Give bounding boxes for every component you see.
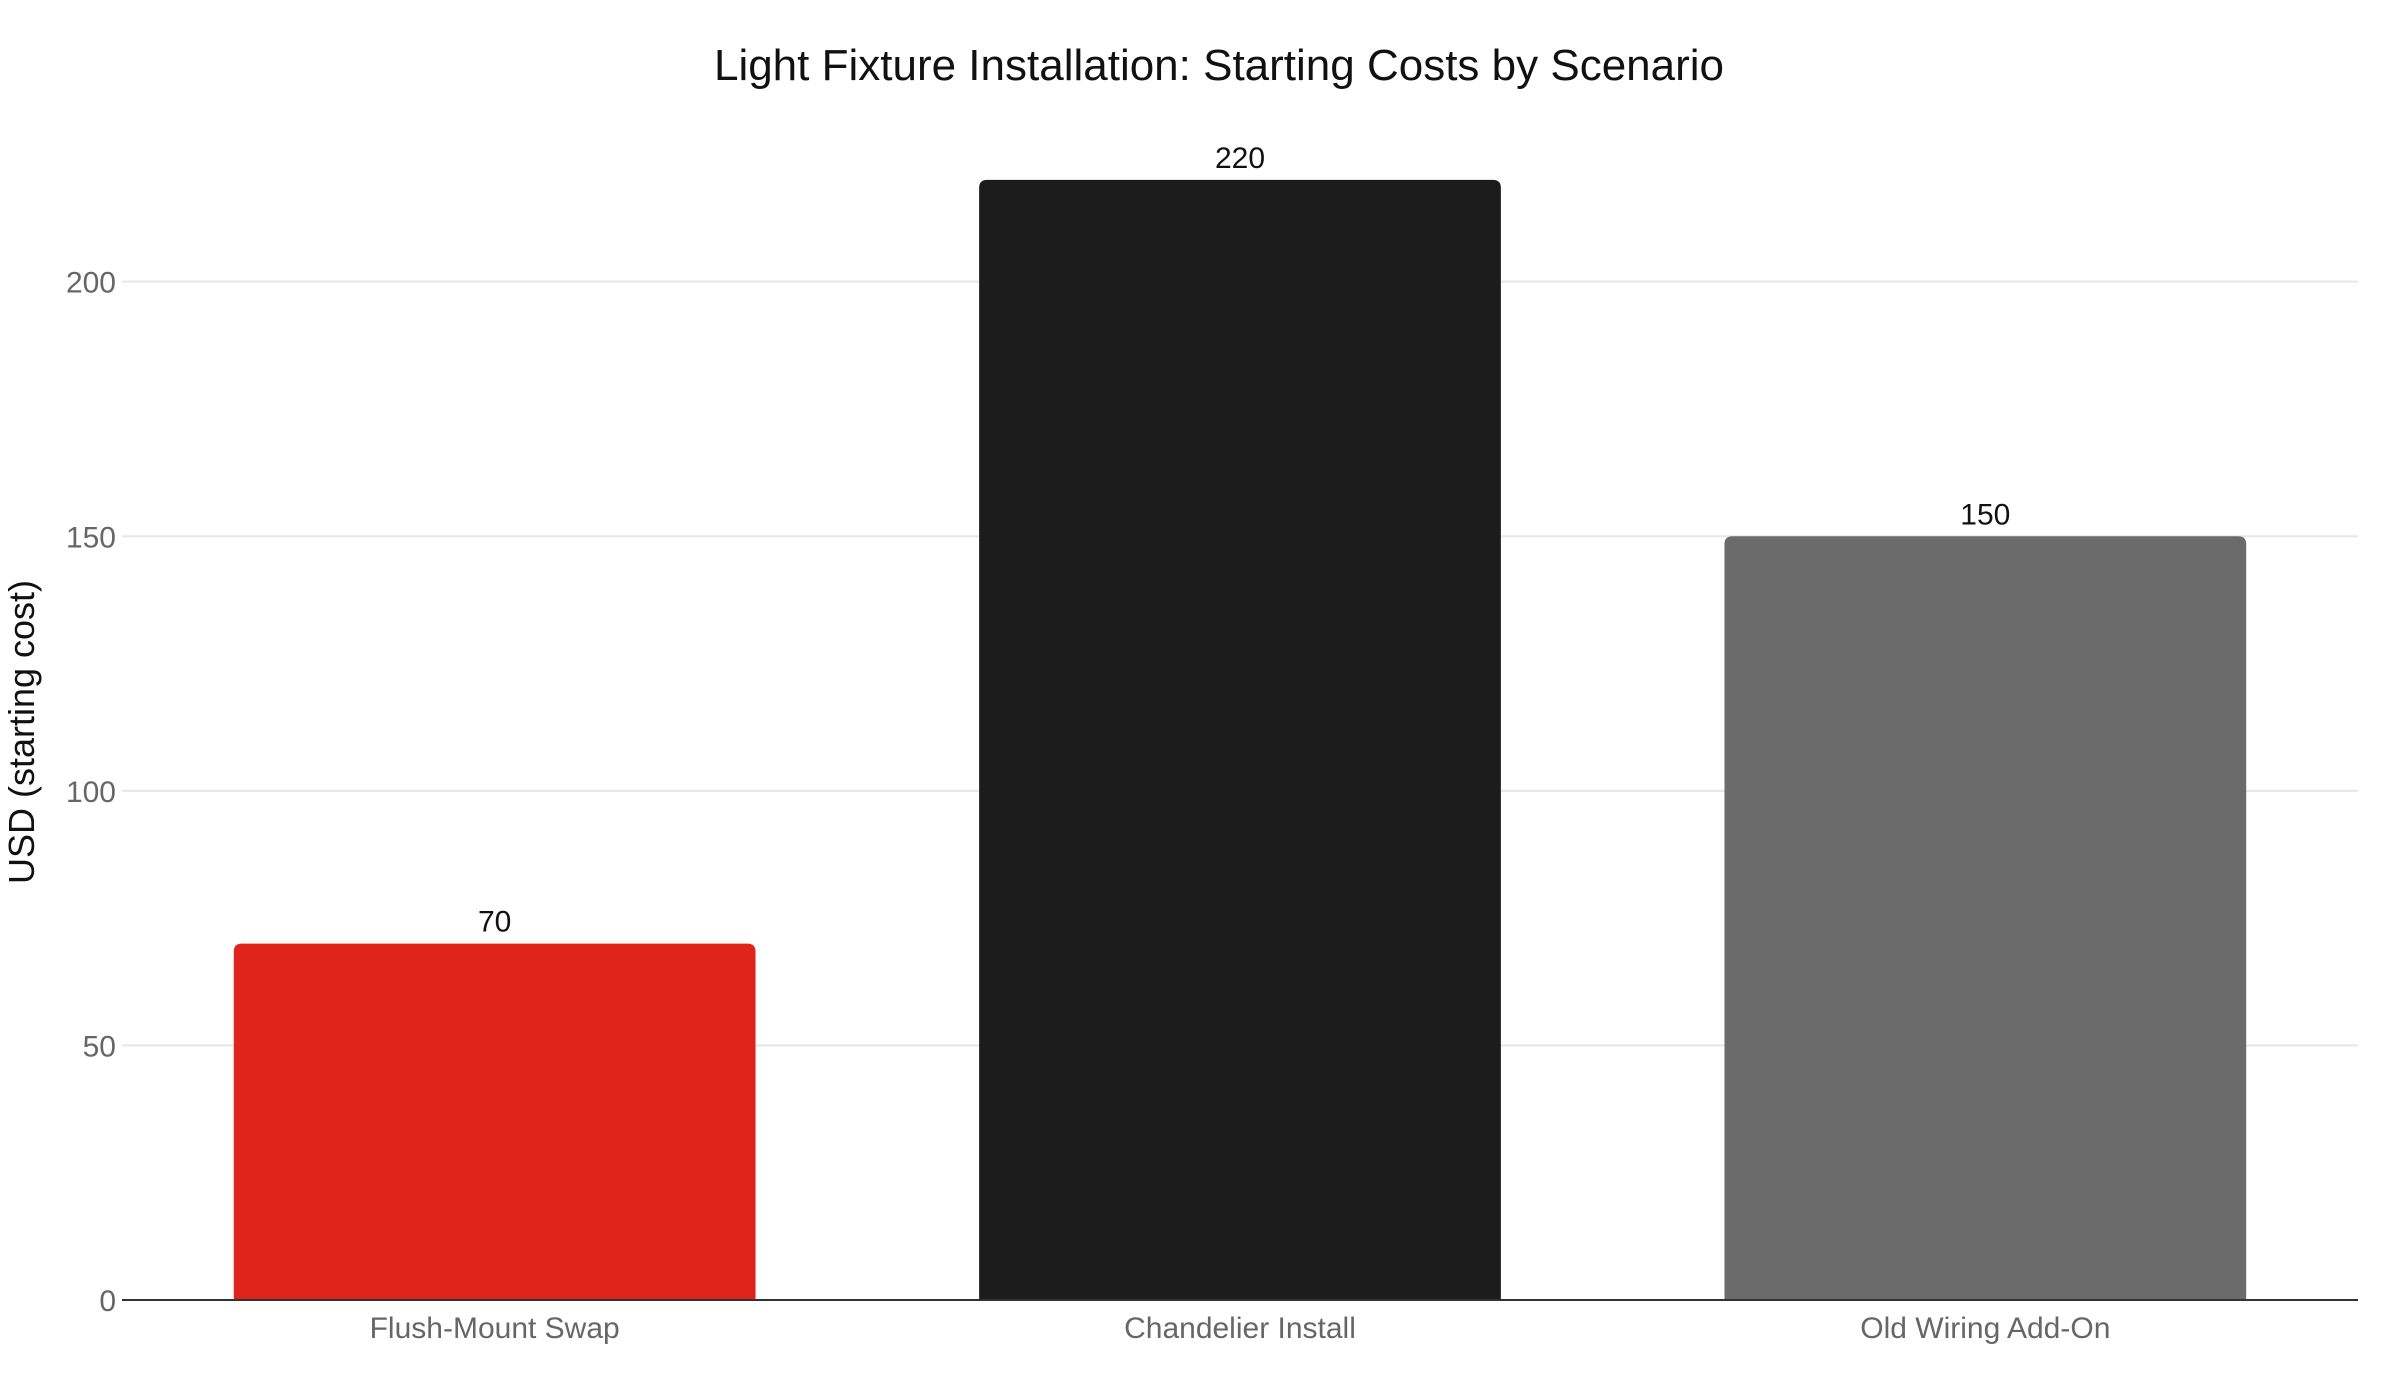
x-axis-ticks: Flush-Mount Swap Chandelier Install Old Wi… (370, 1312, 2111, 1345)
data-label: 70 (478, 906, 511, 939)
y-tick-label: 200 (66, 267, 116, 300)
chart-title: Light Fixture Installation: Starting Cos… (714, 41, 1724, 90)
bar-flush-mount-swap (233, 943, 756, 1300)
y-tick-label: 150 (66, 521, 116, 554)
data-label: 220 (1215, 142, 1265, 175)
y-tick-label: 100 (66, 776, 116, 809)
y-tick-label: 50 (83, 1030, 116, 1063)
x-tick-label: Old Wiring Add-On (1860, 1312, 2110, 1345)
x-tick-label: Flush-Mount Swap (370, 1312, 620, 1345)
x-tick-label: Chandelier Install (1124, 1312, 1356, 1345)
bar-old-wiring-add-on (1724, 536, 2247, 1300)
data-label: 150 (1960, 498, 2010, 531)
data-labels: 70 220 150 (478, 142, 2010, 939)
y-axis-ticks: 0 50 100 150 200 (66, 267, 116, 1318)
y-tick-label: 0 (99, 1285, 116, 1318)
y-axis-title: USD (starting cost) (1, 580, 42, 884)
bars (233, 179, 2247, 1300)
bar-chandelier-install (979, 179, 1501, 1300)
